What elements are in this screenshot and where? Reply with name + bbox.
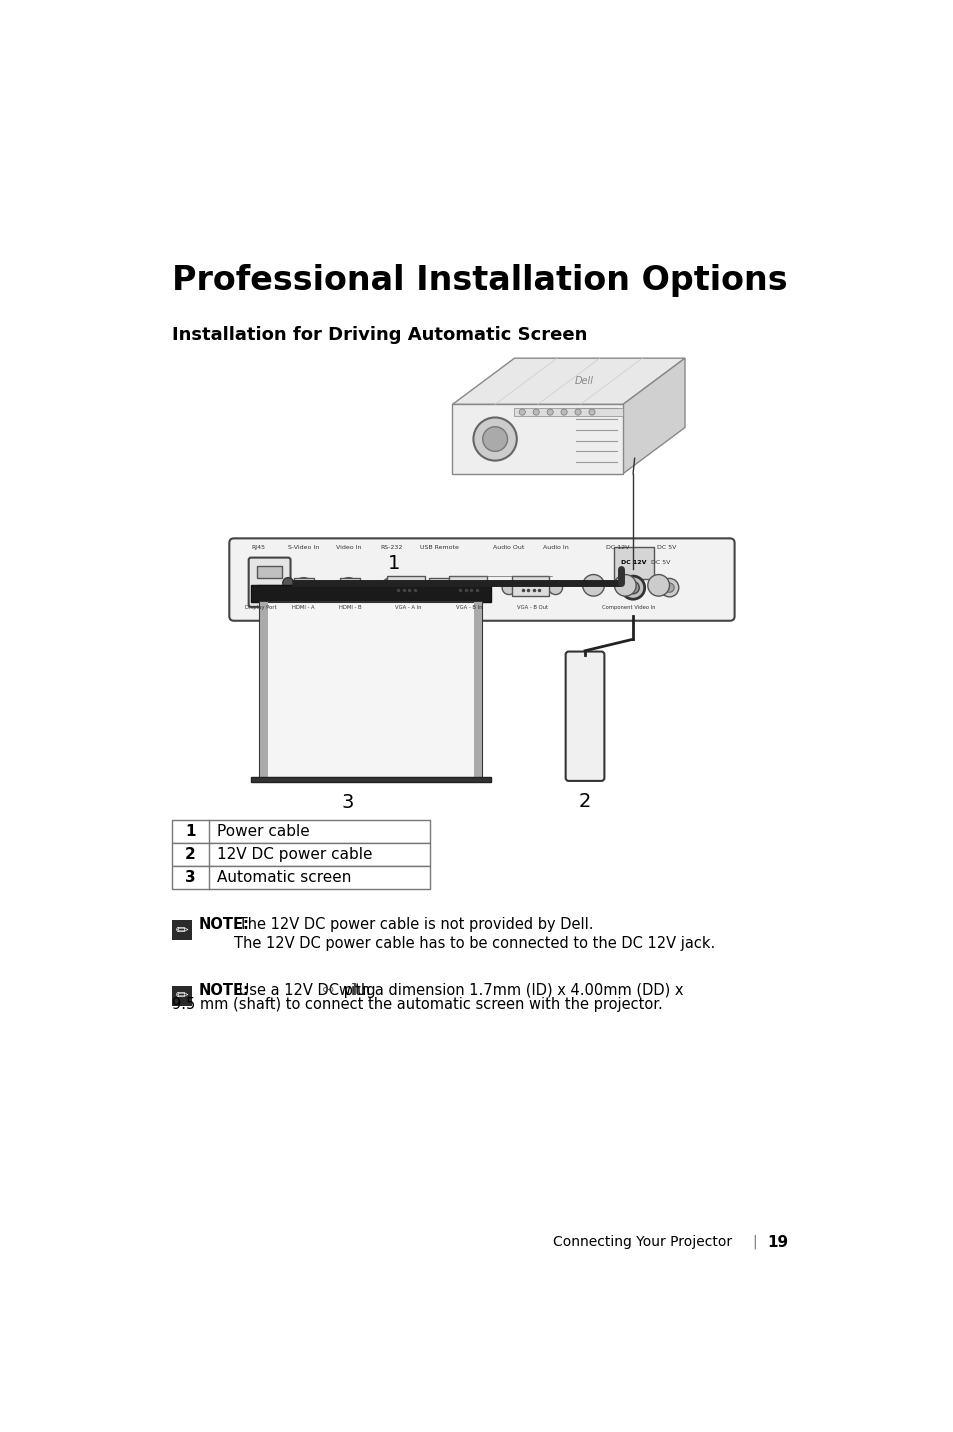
FancyBboxPatch shape <box>387 576 424 596</box>
Text: HDMI - A: HDMI - A <box>292 604 314 610</box>
Text: DC 12V: DC 12V <box>605 546 629 550</box>
Text: ⚯: ⚯ <box>323 984 334 997</box>
FancyBboxPatch shape <box>429 577 449 599</box>
Text: with a dimension 1.7mm (ID) x 4.00mm (DD) x: with a dimension 1.7mm (ID) x 4.00mm (DD… <box>338 982 682 998</box>
Text: HDMI - B: HDMI - B <box>338 604 361 610</box>
Text: 2: 2 <box>578 792 591 811</box>
Text: DC 5V: DC 5V <box>656 546 676 550</box>
Text: RS-232: RS-232 <box>379 546 402 550</box>
Text: Component Video In: Component Video In <box>601 604 656 610</box>
FancyBboxPatch shape <box>512 576 549 596</box>
Bar <box>260 603 268 778</box>
Circle shape <box>385 583 396 593</box>
Circle shape <box>620 576 644 599</box>
Circle shape <box>548 581 562 594</box>
Polygon shape <box>622 358 684 474</box>
Circle shape <box>482 427 507 451</box>
Circle shape <box>282 577 294 589</box>
Text: 3: 3 <box>185 871 195 885</box>
Text: Audio In: Audio In <box>542 546 568 550</box>
Circle shape <box>473 418 517 461</box>
Bar <box>172 866 430 889</box>
Text: DC 5V: DC 5V <box>650 560 669 566</box>
Bar <box>172 843 430 866</box>
Text: Dell: Dell <box>574 377 593 387</box>
Circle shape <box>560 410 567 415</box>
Circle shape <box>518 410 525 415</box>
Bar <box>260 603 481 778</box>
Text: Installation for Driving Automatic Screen: Installation for Driving Automatic Scree… <box>172 326 587 344</box>
Text: 1: 1 <box>185 825 195 839</box>
Text: NOTE:: NOTE: <box>198 982 249 998</box>
FancyBboxPatch shape <box>229 538 734 620</box>
Bar <box>172 985 192 1005</box>
Circle shape <box>588 410 595 415</box>
FancyBboxPatch shape <box>449 576 486 596</box>
Text: The 12V DC power cable is not provided by Dell.: The 12V DC power cable is not provided b… <box>233 918 593 932</box>
FancyBboxPatch shape <box>565 652 604 780</box>
Bar <box>251 778 491 782</box>
Text: Professional Installation Options: Professional Installation Options <box>172 265 787 298</box>
Polygon shape <box>452 358 684 404</box>
Text: ✏: ✏ <box>175 988 188 1004</box>
Text: Connecting Your Projector: Connecting Your Projector <box>553 1236 732 1249</box>
Text: The 12V DC power cable has to be connected to the DC 12V jack.: The 12V DC power cable has to be connect… <box>233 937 715 951</box>
FancyBboxPatch shape <box>294 579 314 593</box>
Text: ✏: ✏ <box>175 922 188 938</box>
Bar <box>613 547 654 579</box>
Text: 1: 1 <box>388 554 400 573</box>
Text: Power cable: Power cable <box>216 825 310 839</box>
Bar <box>172 921 192 941</box>
Circle shape <box>582 574 604 596</box>
Circle shape <box>294 577 314 597</box>
Text: 2: 2 <box>185 848 195 862</box>
Bar <box>172 821 430 843</box>
Circle shape <box>381 577 401 597</box>
Text: VGA - B Out: VGA - B Out <box>517 604 547 610</box>
Text: VGA - B In: VGA - B In <box>455 604 481 610</box>
Text: Video In: Video In <box>335 546 361 550</box>
Circle shape <box>664 583 674 593</box>
Text: S-Video In: S-Video In <box>288 546 319 550</box>
Text: Audio Out: Audio Out <box>493 546 524 550</box>
FancyBboxPatch shape <box>249 579 269 597</box>
Bar <box>474 603 481 778</box>
Text: USB Remote: USB Remote <box>419 546 458 550</box>
Bar <box>257 566 282 579</box>
Circle shape <box>298 583 309 593</box>
Text: Display Port: Display Port <box>245 604 276 610</box>
Text: 3: 3 <box>341 793 354 812</box>
FancyBboxPatch shape <box>249 557 291 607</box>
Circle shape <box>546 410 553 415</box>
Text: 12V DC power cable: 12V DC power cable <box>216 848 372 862</box>
Circle shape <box>626 581 639 594</box>
Text: VGA - A In: VGA - A In <box>395 604 421 610</box>
Circle shape <box>575 410 580 415</box>
Circle shape <box>533 410 538 415</box>
Circle shape <box>647 574 669 596</box>
FancyBboxPatch shape <box>250 579 269 594</box>
Bar <box>257 584 282 597</box>
Text: DC 12V: DC 12V <box>620 560 646 566</box>
Text: Use a 12V DC plug: Use a 12V DC plug <box>233 982 380 998</box>
Text: 19: 19 <box>766 1234 788 1250</box>
Text: Automatic screen: Automatic screen <box>216 871 351 885</box>
Circle shape <box>338 577 358 597</box>
Bar <box>251 586 491 603</box>
Circle shape <box>501 581 516 594</box>
FancyBboxPatch shape <box>340 579 360 593</box>
Text: NOTE:: NOTE: <box>198 918 249 932</box>
Circle shape <box>659 579 679 597</box>
Bar <box>514 408 622 415</box>
Circle shape <box>614 574 636 596</box>
Text: 9.5 mm (shaft) to connect the automatic screen with the projector.: 9.5 mm (shaft) to connect the automatic … <box>172 997 662 1012</box>
Circle shape <box>343 583 354 593</box>
Text: |: | <box>752 1234 757 1249</box>
Text: RJ45: RJ45 <box>252 546 266 550</box>
Bar <box>452 404 622 474</box>
